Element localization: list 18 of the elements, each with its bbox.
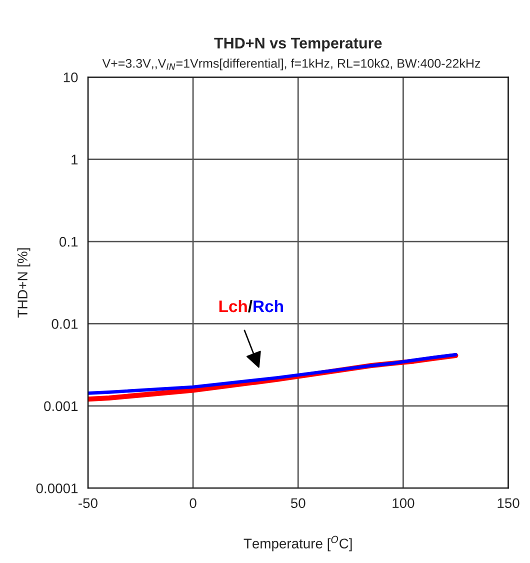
text: Rch — [254, 300, 283, 312]
x-tick-label: 100 — [392, 498, 414, 508]
y-tick-label: 0.0001 — [36, 483, 78, 494]
text: Lch — [219, 300, 247, 312]
y-axis-title: THD+N [%] — [17, 248, 30, 318]
y-tick-label: 0.1 — [59, 236, 78, 247]
chart-subtitle: V+=3.3V,,V$_{IN}$=1Vrms[differential], f=1kHz, RL=10kΩ, BW:400-22kHz — [102, 58, 480, 70]
x-tick-label: 150 — [498, 498, 520, 508]
x-tick-label: 0 — [190, 498, 196, 508]
x-axis-title: Temperature [$^{O}$C] — [244, 536, 352, 552]
y-tick-label: 1 — [72, 154, 78, 164]
annotation: / — [248, 300, 252, 312]
y-tick-label: 0.001 — [44, 401, 78, 412]
x-tick-label: 50 — [290, 498, 306, 508]
y-tick-label: 10 — [64, 72, 78, 82]
x-tick-label: -50 — [78, 498, 98, 508]
chart-title: THD+N vs Temperature — [214, 38, 382, 52]
y-tick-label: 0.01 — [52, 319, 78, 329]
